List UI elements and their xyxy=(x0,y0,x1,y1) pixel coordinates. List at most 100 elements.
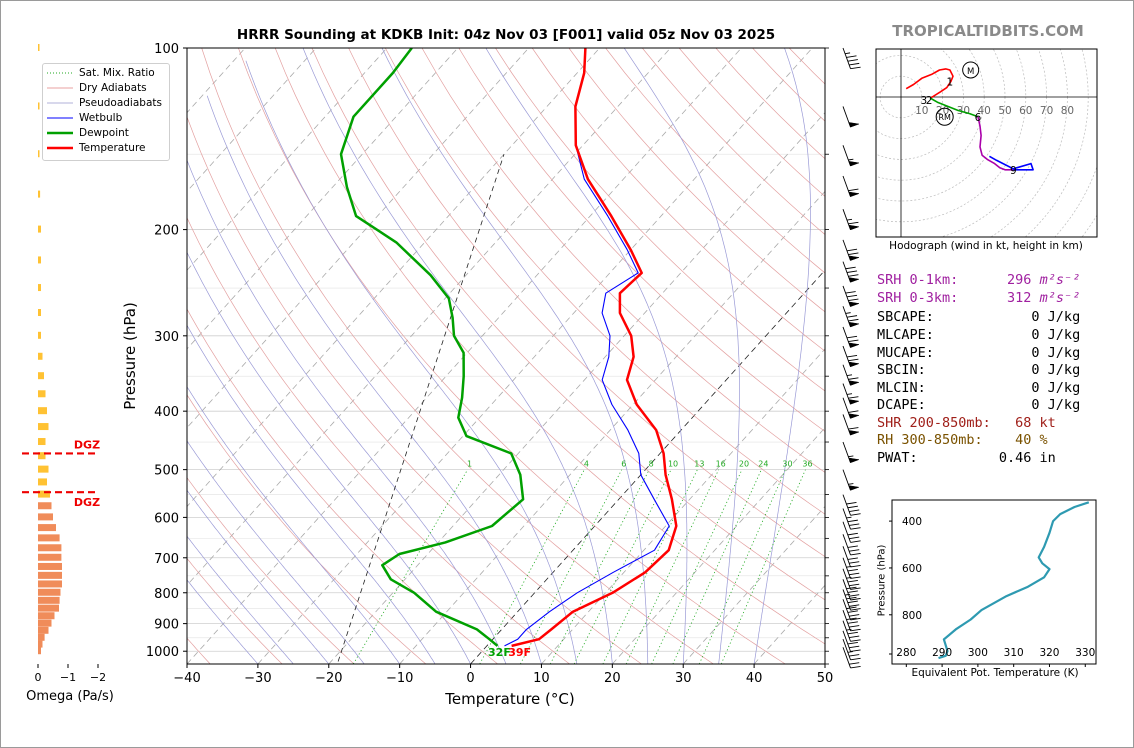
wetbulb-line xyxy=(504,48,670,647)
barb-full xyxy=(847,600,858,604)
legend-item: Temperature xyxy=(47,141,146,155)
wind-barb xyxy=(842,441,860,464)
srh03-row: SRH 0-3km: 312 m²s⁻² xyxy=(877,290,1080,306)
barb-full xyxy=(850,608,861,611)
hodo-height-label: 6 xyxy=(975,112,982,124)
barb-full xyxy=(848,358,859,362)
isotherm xyxy=(187,48,600,508)
theta-x-tick-label: 310 xyxy=(1004,647,1024,659)
isotherm xyxy=(328,112,825,664)
mixing-ratio-label: 20 xyxy=(739,460,749,469)
barb-full xyxy=(847,545,858,548)
barb-full xyxy=(846,586,857,590)
barb-flag xyxy=(848,191,860,197)
x-tick-label: −40 xyxy=(173,671,200,686)
omega-bar xyxy=(38,588,61,596)
isotherm xyxy=(187,48,317,193)
y-tick-label: 800 xyxy=(154,587,179,602)
wind-barb xyxy=(842,209,860,231)
barb-full xyxy=(848,410,859,413)
legend-item: Pseudoadiabats xyxy=(47,96,162,110)
y-axis-label: Pressure (hPa) xyxy=(121,302,139,410)
y-tick-label: 900 xyxy=(154,618,179,633)
omega-bar xyxy=(38,490,50,498)
y-tick-label: 1000 xyxy=(146,645,179,660)
srh01-text: SRH 0-1km: 296 xyxy=(877,272,1032,288)
omega-bar xyxy=(38,604,59,612)
barb-flag xyxy=(848,224,860,231)
y-tick-label: 300 xyxy=(154,330,179,345)
omega-axis-label: Omega (Pa/s) xyxy=(26,689,114,704)
omega-bar xyxy=(38,331,41,339)
omega-bar xyxy=(38,150,40,158)
mixing-ratio-label: 1 xyxy=(467,460,472,469)
barb-full xyxy=(847,590,858,593)
omega-bar xyxy=(38,562,62,570)
legend: Sat. Mix. Ratio Dry Adiabats Pseudoadiab… xyxy=(42,63,170,161)
barb-full xyxy=(850,665,861,669)
barb-flag xyxy=(848,361,860,368)
omega-bar xyxy=(38,640,43,648)
dry-adiabat xyxy=(187,115,642,664)
dry-adiabat xyxy=(274,48,825,645)
legend-label: Dry Adiabats xyxy=(79,82,147,94)
barb-full xyxy=(847,557,858,560)
barb-full xyxy=(846,315,858,318)
dry-adiabat xyxy=(187,394,427,664)
mixing-ratio-label: 13 xyxy=(694,460,704,469)
barb-flag xyxy=(848,301,860,307)
wind-barb xyxy=(842,639,861,661)
barb-full xyxy=(849,594,860,597)
sbcape-text: SBCAPE: 0 J/kg xyxy=(877,309,1081,325)
barb-full xyxy=(846,55,857,58)
isotherm xyxy=(187,48,530,429)
barb-full xyxy=(846,248,858,252)
barb-half xyxy=(846,516,852,519)
srh01-row: SRH 0-1km: 296 m²s⁻² xyxy=(877,272,1080,288)
pseudoadiabat xyxy=(187,489,330,664)
omega-bar xyxy=(38,465,49,473)
hodo-segment xyxy=(905,68,954,99)
barb-full xyxy=(848,274,859,277)
barb-full xyxy=(849,523,860,526)
barb-full xyxy=(848,318,859,322)
srh03-text: SRH 0-3km: 312 xyxy=(877,290,1032,306)
mixing-ratio-line xyxy=(625,469,720,664)
wind-barb xyxy=(842,261,860,283)
barb-full xyxy=(850,657,861,661)
barb-full xyxy=(847,532,858,536)
wind-barb xyxy=(842,397,860,419)
mixing-ratio-line xyxy=(672,469,762,664)
omega-bar xyxy=(38,309,41,317)
x-tick-label: 10 xyxy=(533,671,550,686)
dry-adiabat xyxy=(458,48,825,432)
x-tick-label: 30 xyxy=(675,671,692,686)
hodo-ring-label: 70 xyxy=(1040,105,1053,117)
omega-bar xyxy=(38,44,40,51)
storm-motion-marker xyxy=(962,61,980,79)
surface-dewpoint-label: 32F xyxy=(488,646,511,659)
omega-bar xyxy=(38,407,47,415)
barb-flag xyxy=(848,321,860,328)
mixing-ratio-line xyxy=(352,469,468,664)
barb-full xyxy=(846,270,858,273)
y-tick-label: 700 xyxy=(154,552,179,567)
wind-barb xyxy=(842,610,861,632)
wind-barb xyxy=(842,620,861,642)
omega-bar xyxy=(38,478,47,486)
mlcin-text: MLCIN: 0 J/kg xyxy=(877,380,1081,396)
barb-half xyxy=(848,483,854,485)
barb-full xyxy=(850,649,861,652)
barb-full xyxy=(847,568,858,572)
barb-full xyxy=(849,625,860,628)
barb-full xyxy=(846,606,857,610)
barb-full xyxy=(850,639,861,642)
wind-barb xyxy=(842,589,861,611)
surface-temperature-label: 39F xyxy=(508,646,531,659)
legend-label: Wetbulb xyxy=(79,112,123,124)
dry-adiabat xyxy=(384,48,825,515)
omega-bar xyxy=(38,633,45,641)
pseudoadiabat xyxy=(187,579,259,664)
y-tick-label: 600 xyxy=(154,511,179,526)
barb-full xyxy=(849,536,860,540)
